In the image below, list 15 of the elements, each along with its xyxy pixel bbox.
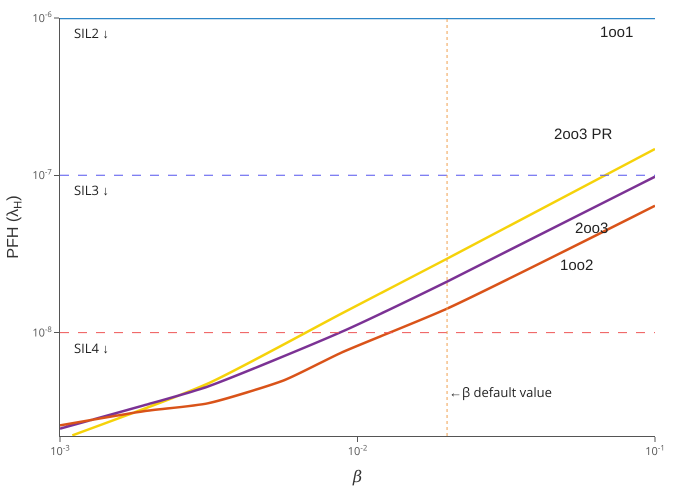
ref-line-label: ←β default value — [449, 383, 552, 401]
series-label: 1oo2 — [560, 257, 594, 274]
ref-line-label: SIL4 ↓ — [74, 339, 109, 357]
y-tick-label: 10$^{-8}$ — [32, 324, 52, 340]
ref-line-label: SIL3 ↓ — [74, 181, 109, 199]
series-label: 2oo3 — [575, 220, 608, 237]
y-tick-label: 10$^{-6}$ — [32, 10, 52, 26]
x-axis-title: β — [352, 467, 362, 486]
x-tick-label: 10$^{-3}$ — [50, 444, 70, 460]
x-tick-label: 10$^{-1}$ — [645, 444, 665, 460]
annotation: SIL2 ↓ — [74, 24, 109, 42]
series-label: 1oo1 — [600, 24, 634, 41]
x-tick-label: 10$^{-2}$ — [348, 444, 368, 460]
series-label: 2oo3 PR — [554, 126, 613, 143]
y-tick-label: 10$^{-7}$ — [32, 168, 52, 184]
